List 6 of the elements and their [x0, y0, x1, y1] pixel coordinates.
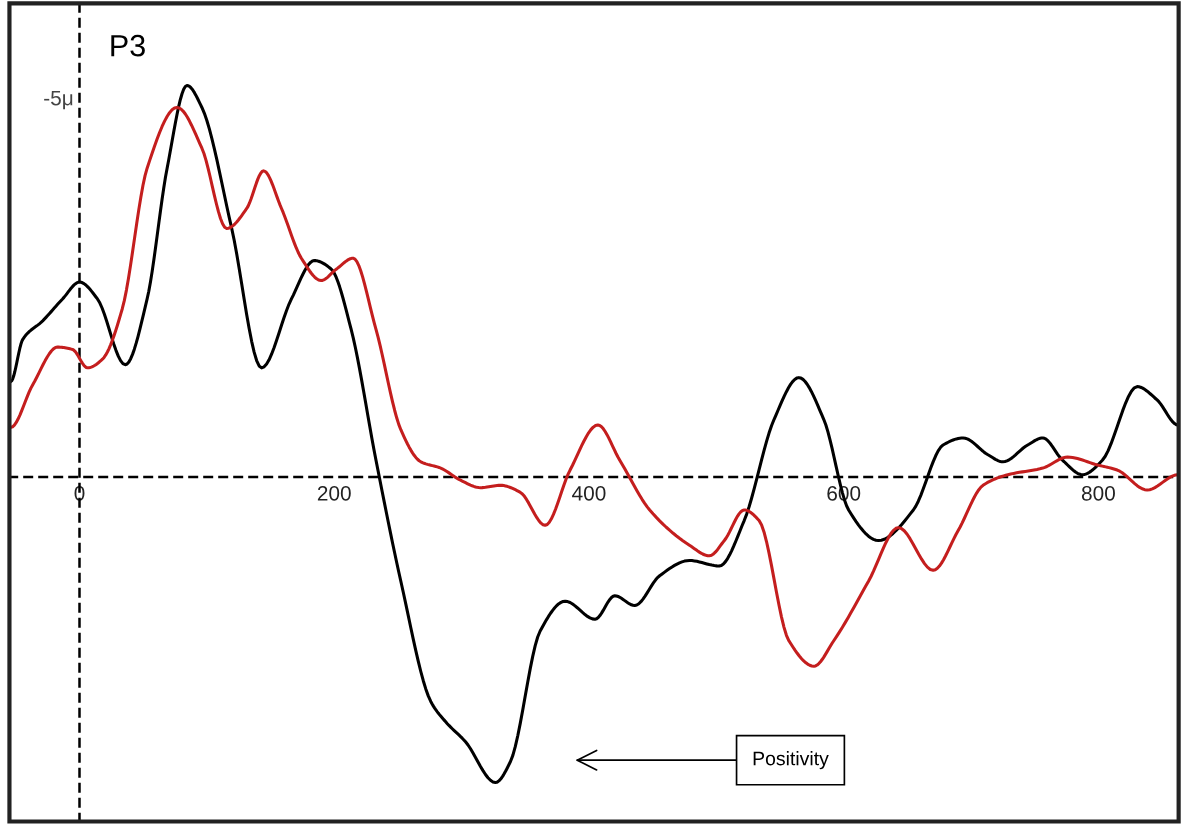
- x-tick-label: 400: [572, 485, 606, 501]
- annotation: -5μ: [44, 90, 73, 110]
- annotation: Positivity: [753, 751, 829, 770]
- chart-title: P3: [111, 34, 145, 57]
- x-tick-label: 200: [317, 485, 351, 501]
- x-tick-label: 800: [1081, 485, 1115, 501]
